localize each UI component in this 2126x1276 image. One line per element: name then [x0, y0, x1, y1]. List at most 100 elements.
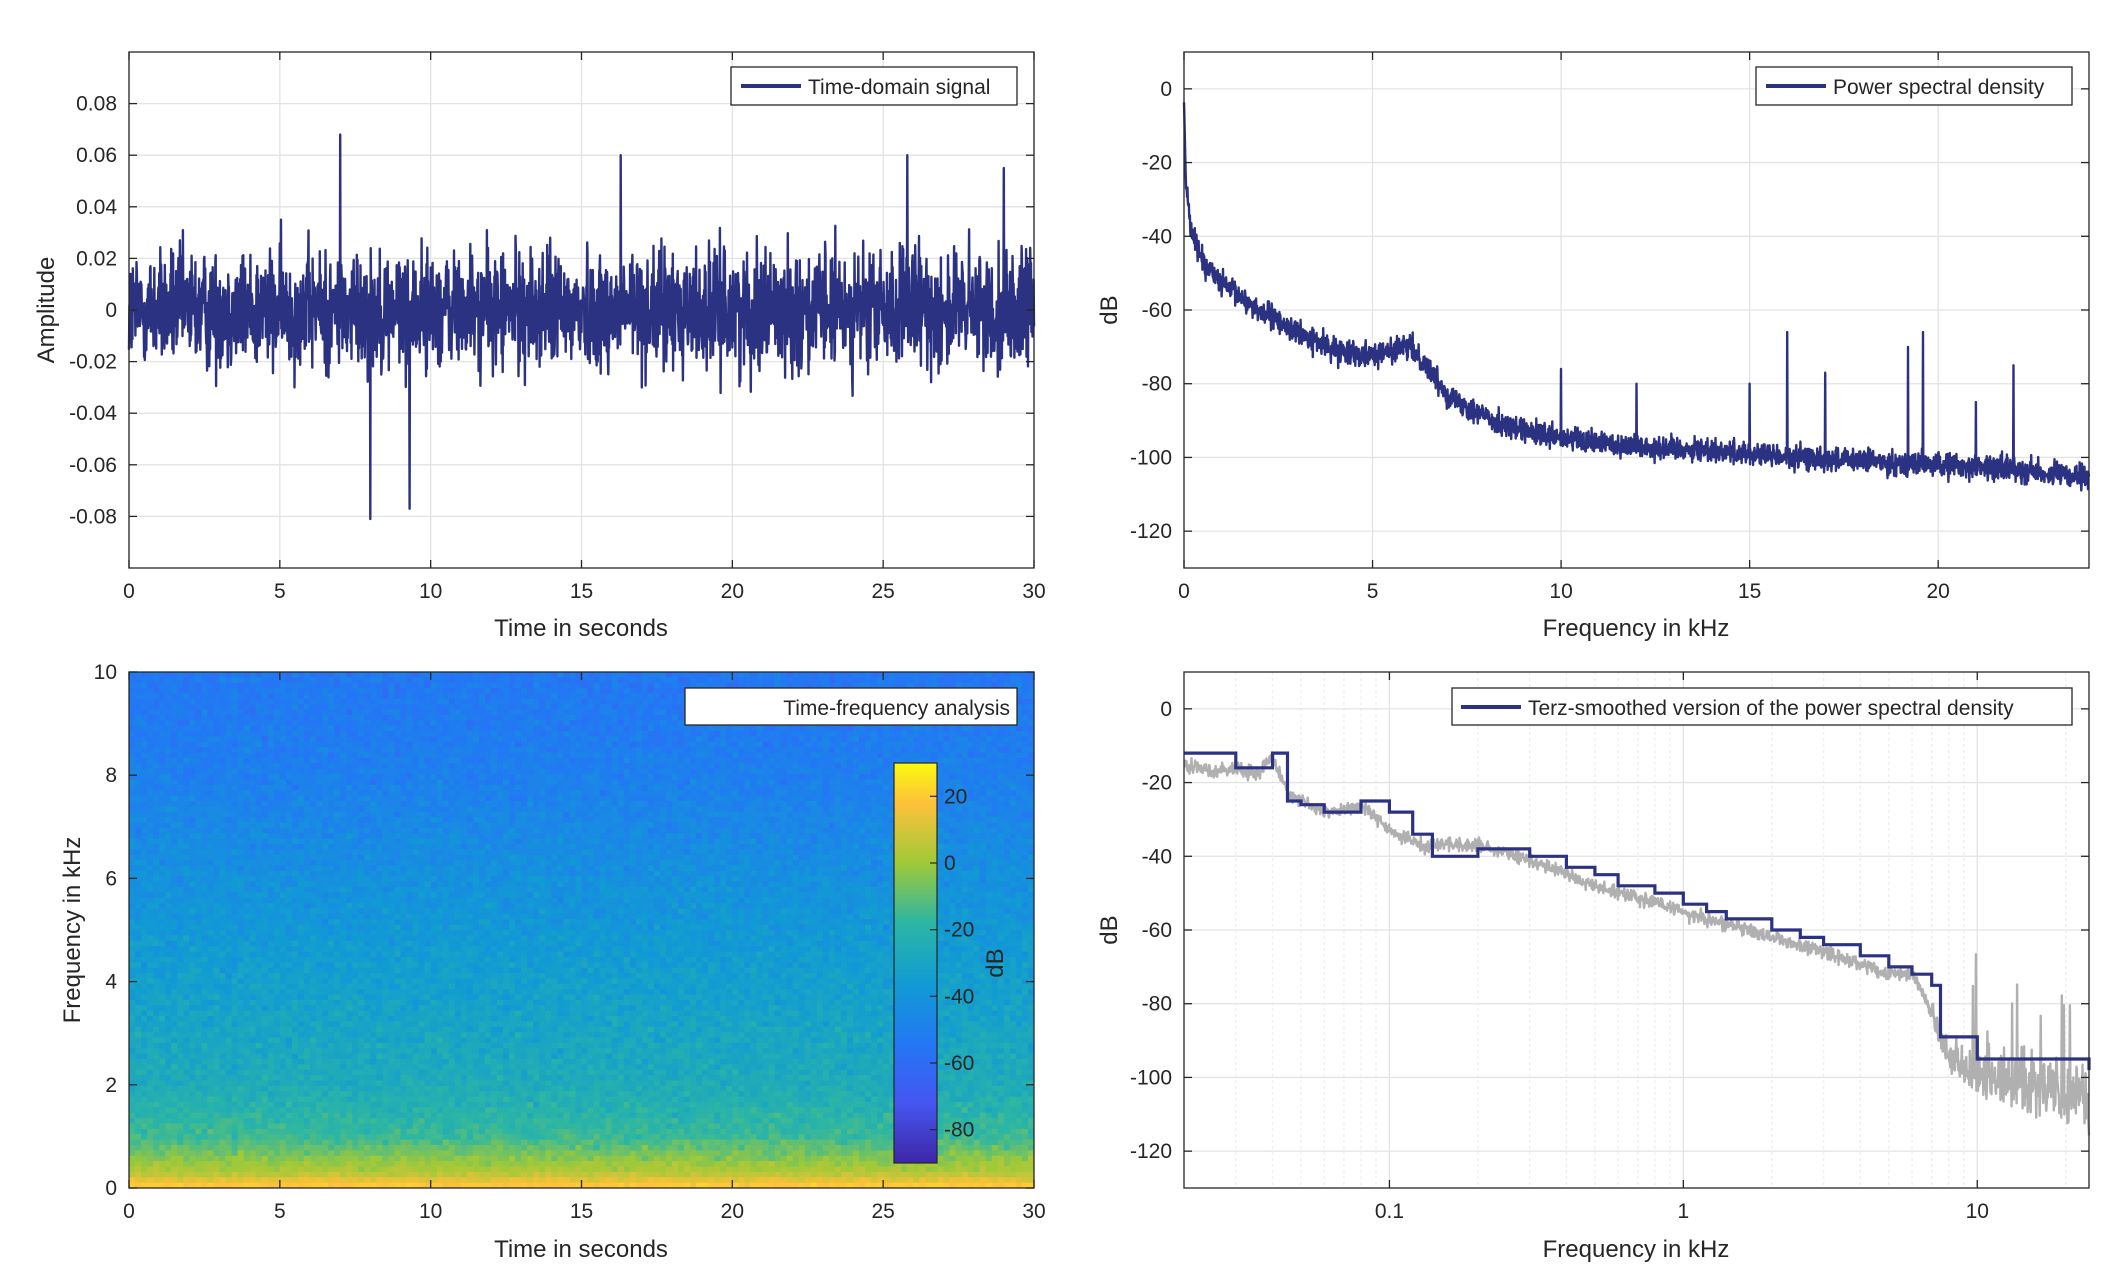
heatmap-cell	[273, 806, 281, 813]
heatmap-cell	[382, 763, 390, 770]
heatmap-cell	[255, 844, 263, 850]
heatmap-cell	[786, 774, 794, 781]
heatmap-cell	[551, 747, 558, 754]
heatmap-cell	[460, 774, 468, 781]
heatmap-cell	[261, 784, 269, 791]
heatmap-cell	[460, 844, 468, 850]
heatmap-cell	[394, 736, 402, 743]
heatmap-cell	[478, 801, 486, 807]
heatmap-cell	[442, 677, 450, 684]
heatmap-cell	[750, 747, 758, 754]
heatmap-cell	[895, 731, 902, 738]
heatmap-cell	[684, 827, 691, 834]
heatmap-cell	[400, 709, 408, 716]
heatmap-cell	[834, 833, 842, 840]
heatmap-cell	[430, 844, 438, 850]
heatmap-cell	[466, 688, 474, 695]
heatmap-cell	[672, 827, 679, 834]
heatmap-cell	[979, 838, 987, 845]
heatmap-cell	[491, 693, 498, 700]
heatmap-cell	[840, 677, 848, 684]
heatmap-cell	[545, 731, 552, 738]
heatmap-cell	[539, 688, 546, 695]
heatmap-cell	[207, 682, 215, 689]
heatmap-cell	[466, 731, 474, 738]
heatmap-cell	[291, 774, 299, 781]
heatmap-cell	[195, 833, 202, 840]
heatmap-cell	[1003, 833, 1011, 840]
heatmap-cell	[207, 731, 215, 738]
heatmap-cell	[448, 709, 456, 716]
heatmap-cell	[569, 731, 577, 738]
heatmap-cell	[798, 801, 806, 807]
heatmap-cell	[973, 838, 981, 845]
heatmap-cell	[207, 774, 215, 781]
heatmap-cell	[424, 784, 432, 791]
heatmap-cell	[1021, 763, 1029, 770]
heatmap-cell	[979, 801, 987, 807]
heatmap-cell	[436, 827, 444, 834]
heatmap-cell	[316, 698, 323, 705]
heatmap-cell	[460, 698, 468, 705]
heatmap-cell	[635, 720, 643, 727]
heatmap-cell	[436, 693, 444, 700]
heatmap-cell	[774, 672, 782, 678]
heatmap-cell	[177, 752, 184, 759]
heatmap-cell	[913, 741, 920, 748]
heatmap-cell	[273, 752, 281, 759]
heatmap-cell	[261, 693, 269, 700]
heatmap-cell	[412, 811, 420, 818]
heatmap-cell	[617, 774, 625, 781]
heatmap-cell	[997, 774, 1005, 781]
heatmap-cell	[267, 693, 275, 700]
heatmap-cell	[557, 822, 564, 829]
heatmap-cell	[394, 677, 402, 684]
heatmap-cell	[129, 827, 136, 834]
heatmap-cell	[865, 682, 872, 689]
heatmap-cell	[376, 731, 383, 738]
heatmap-cell	[1027, 790, 1034, 797]
heatmap-cell	[551, 677, 558, 684]
heatmap-cell	[708, 784, 715, 791]
heatmap-cell	[201, 741, 209, 748]
heatmap-cell	[303, 698, 311, 705]
y-tick-label: 0.06	[76, 144, 117, 167]
heatmap-cell	[165, 827, 172, 834]
heatmap-cell	[466, 672, 474, 678]
heatmap-cell	[521, 833, 528, 840]
heatmap-cell	[623, 801, 631, 807]
heatmap-cell	[593, 725, 601, 732]
heatmap-cell	[853, 784, 860, 791]
heatmap-cell	[412, 752, 420, 759]
heatmap-cell	[358, 704, 365, 711]
heatmap-cell	[871, 752, 878, 759]
heatmap-cell	[334, 768, 341, 775]
heatmap-cell	[907, 682, 914, 689]
heatmap-cell	[762, 827, 770, 834]
heatmap-cell	[750, 822, 758, 829]
heatmap-cell	[448, 725, 456, 732]
heatmap-cell	[165, 784, 172, 791]
heatmap-cell	[1003, 677, 1011, 684]
y-tick-label: 0	[105, 299, 117, 322]
heatmap-cell	[955, 731, 963, 738]
heatmap-cell	[780, 731, 788, 738]
heatmap-cell	[991, 806, 999, 813]
heatmap-cell	[696, 801, 703, 807]
heatmap-cell	[303, 784, 311, 791]
heatmap-cell	[394, 806, 402, 813]
heatmap-cell	[943, 672, 951, 678]
heatmap-cell	[231, 774, 239, 781]
heatmap-cell	[877, 758, 884, 764]
heatmap-cell	[545, 833, 552, 840]
heatmap-cell	[937, 811, 945, 818]
heatmap-cell	[237, 704, 245, 711]
heatmap-cell	[261, 806, 269, 813]
heatmap-cell	[472, 806, 480, 813]
heatmap-cell	[285, 698, 293, 705]
heatmap-cell	[744, 725, 752, 732]
heatmap-cell	[370, 677, 377, 684]
time-domain-ticks: 0 5 10 15 20 25 30-0.08-0.06-0.04-0.0200.020.0…	[69, 52, 1046, 603]
heatmap-cell	[285, 688, 293, 695]
heatmap-cell	[376, 768, 383, 775]
